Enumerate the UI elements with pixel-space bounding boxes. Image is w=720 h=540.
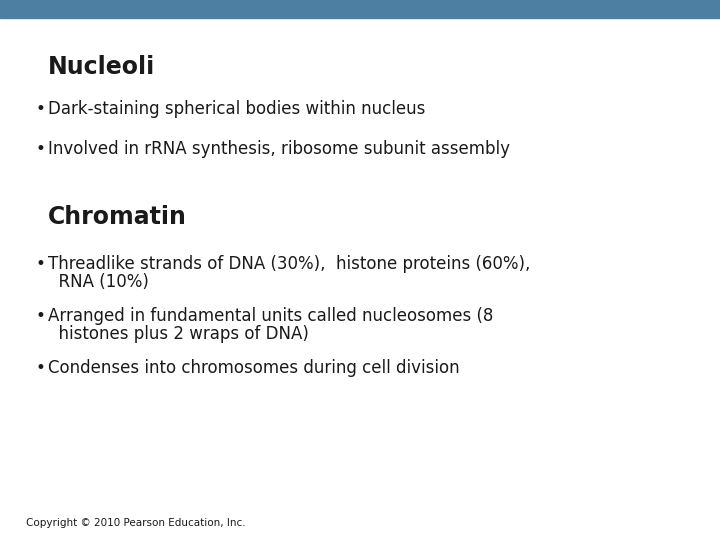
- Text: •: •: [36, 255, 46, 273]
- Text: Threadlike strands of DNA (30%),  histone proteins (60%),: Threadlike strands of DNA (30%), histone…: [48, 255, 531, 273]
- Text: •: •: [36, 140, 46, 158]
- Text: Chromatin: Chromatin: [48, 205, 187, 229]
- Text: Nucleoli: Nucleoli: [48, 55, 156, 79]
- Text: Arranged in fundamental units called nucleosomes (8: Arranged in fundamental units called nuc…: [48, 307, 493, 325]
- Bar: [0, 0, 720, 18]
- Text: •: •: [36, 359, 46, 377]
- Text: •: •: [36, 100, 46, 118]
- Text: Involved in rRNA synthesis, ribosome subunit assembly: Involved in rRNA synthesis, ribosome sub…: [48, 140, 510, 158]
- Text: •: •: [36, 307, 46, 325]
- Text: Condenses into chromosomes during cell division: Condenses into chromosomes during cell d…: [48, 359, 459, 377]
- Text: histones plus 2 wraps of DNA): histones plus 2 wraps of DNA): [48, 325, 309, 343]
- Text: Copyright © 2010 Pearson Education, Inc.: Copyright © 2010 Pearson Education, Inc.: [26, 518, 246, 528]
- Text: RNA (10%): RNA (10%): [48, 273, 149, 291]
- Text: Dark-staining spherical bodies within nucleus: Dark-staining spherical bodies within nu…: [48, 100, 426, 118]
